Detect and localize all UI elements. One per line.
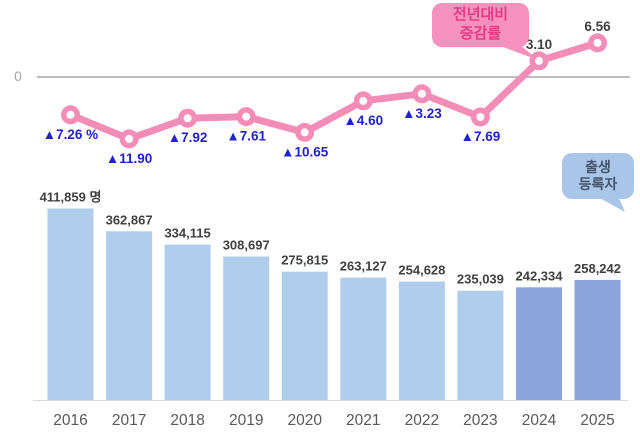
year-label: 2016 (53, 412, 87, 429)
line-marker-hole (476, 113, 485, 121)
bar-value-label: 258,242 (574, 261, 621, 276)
line-marker-hole (359, 96, 368, 105)
bar-value-label: 235,039 (457, 272, 504, 287)
year-label: 2020 (287, 412, 322, 429)
bar-value-label: 263,127 (340, 259, 387, 274)
line-value-label: ▲10.65 (281, 144, 329, 159)
line-value-label: ▲7.92 (168, 130, 208, 145)
bar-value-label: 411,859 명 (40, 190, 102, 205)
bar-series-callout-line1: 출생 (585, 158, 611, 175)
zero-tick-label: 0 (14, 68, 22, 84)
bar-2018 (164, 244, 211, 400)
bar-2016 (47, 208, 94, 400)
line-marker-hole (593, 38, 602, 47)
line-marker-hole (300, 128, 309, 137)
line-value-label: ▲7.26 % (43, 127, 98, 142)
line-series-callout-line2: 증감률 (459, 25, 502, 42)
bar-2025 (574, 279, 621, 400)
line-value-label: ▲11.90 (106, 151, 152, 166)
callout-tail-icon (596, 196, 625, 212)
bar-value-label: 275,815 (281, 253, 328, 268)
year-label: 2025 (580, 412, 614, 429)
bar-2019 (223, 256, 270, 400)
line-marker-hole (183, 114, 192, 123)
line-value-label: ▲4.60 (343, 113, 383, 128)
year-label: 2024 (522, 412, 557, 429)
year-label: 2021 (346, 412, 380, 429)
bar-value-label: 362,867 (106, 212, 153, 227)
bar-value-label: 254,628 (398, 263, 445, 278)
change-rate-line (67, 39, 601, 143)
line-marker-hole (242, 112, 251, 121)
year-label: 2017 (112, 412, 146, 429)
line-value-label: 3.10 (526, 37, 552, 52)
line-value-label: ▲3.23 (402, 106, 442, 121)
line-marker-hole (417, 89, 426, 98)
bar-2021 (340, 277, 387, 400)
line-value-label: ▲7.61 (226, 129, 266, 144)
year-label: 2022 (405, 412, 439, 429)
year-label: 2023 (463, 412, 497, 429)
bar-2024 (516, 287, 562, 400)
bar-2022 (398, 281, 445, 400)
line-marker-hole (66, 110, 75, 119)
callout-tail-icon (495, 44, 538, 60)
bar-value-label: 242,334 (516, 268, 564, 283)
bar-value-label: 334,115 (164, 226, 210, 241)
line-value-label: ▲7.69 (461, 129, 501, 144)
year-label: 2018 (170, 412, 204, 429)
line-series-callout: 전년대비 증감률 (432, 3, 538, 60)
bar-series-callout: 출생 등록자 (562, 153, 634, 212)
bar-series-callout-line2: 등록자 (578, 176, 618, 192)
line-series-callout-line1: 전년대비 (452, 6, 509, 24)
bar-2020 (281, 271, 328, 400)
bar-2017 (106, 231, 153, 400)
year-label: 2019 (229, 412, 263, 429)
line-marker-hole (125, 134, 134, 143)
bar-2023 (457, 290, 504, 400)
line-marker-hole (535, 56, 543, 65)
bar-value-label: 308,697 (223, 238, 270, 253)
line-value-label: 6.56 (584, 19, 611, 34)
